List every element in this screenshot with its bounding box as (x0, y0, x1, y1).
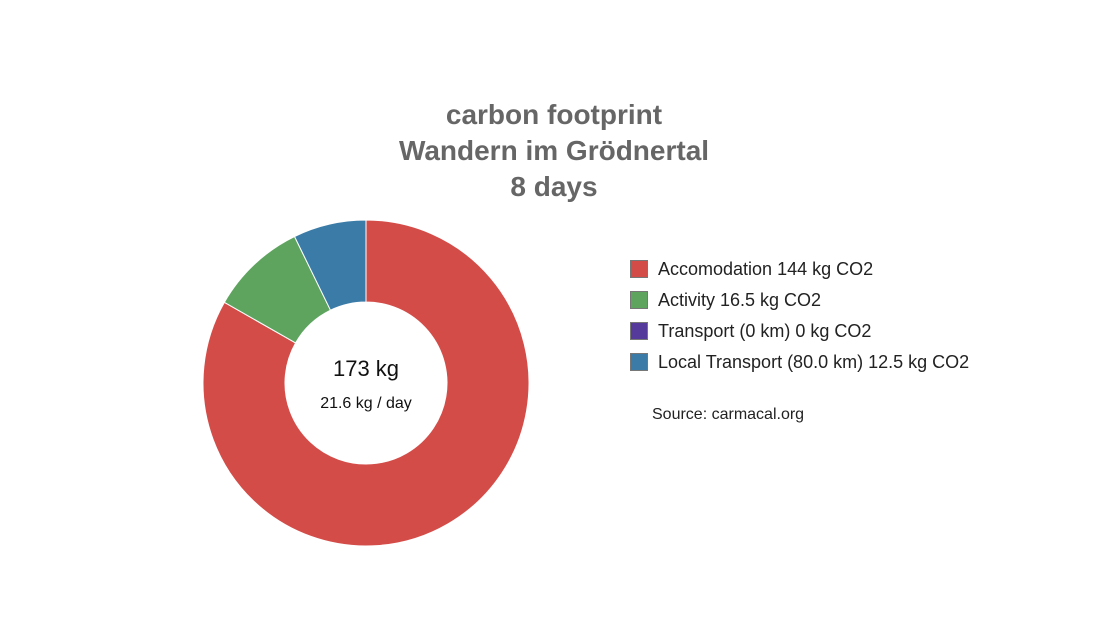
legend-label: Transport (0 km) 0 kg CO2 (658, 320, 872, 341)
legend-swatch (630, 260, 648, 278)
title-line-1: carbon footprint (445, 99, 663, 130)
title-line-3: 8 days (510, 171, 598, 202)
source-note: Source: carmacal.org (652, 406, 805, 423)
title-line-2: Wandern im Grödnertal (398, 135, 710, 166)
legend-label: Accomodation 144 kg CO2 (658, 258, 874, 279)
legend-swatch (630, 353, 648, 371)
legend-label: Local Transport (80.0 km) 12.5 kg CO2 (658, 351, 970, 372)
legend-item-transport[interactable]: Transport (0 km) 0 kg CO2 (630, 321, 871, 341)
legend-label: Activity 16.5 kg CO2 (658, 289, 822, 310)
legend-swatch (630, 291, 648, 309)
center-total: 173 kg (332, 356, 400, 381)
center-per-day: 21.6 kg / day (320, 395, 412, 412)
chart-title: carbon footprint Wandern im Grödnertal 8… (0, 97, 1108, 205)
legend-item-accomodation[interactable]: Accomodation 144 kg CO2 (630, 259, 873, 279)
donut-slice-accomodation[interactable] (202, 219, 530, 547)
legend-swatch (630, 322, 648, 340)
legend-item-activity[interactable]: Activity 16.5 kg CO2 (630, 290, 821, 310)
donut-slice-local-transport[interactable] (293, 219, 367, 311)
legend-item-local-transport[interactable]: Local Transport (80.0 km) 12.5 kg CO2 (630, 352, 969, 372)
